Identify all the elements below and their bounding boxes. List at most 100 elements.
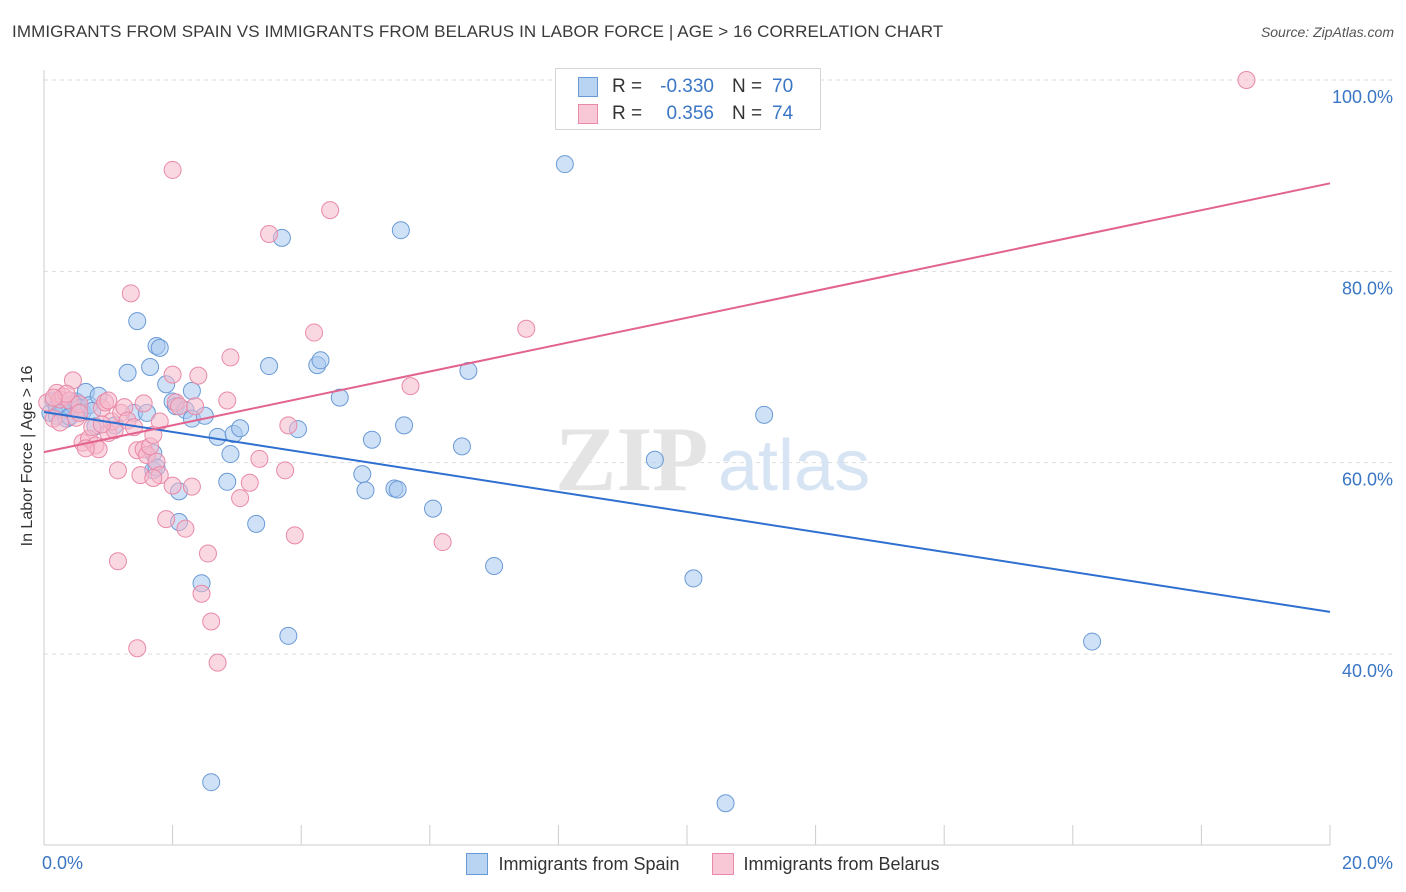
belarus-point [44, 388, 63, 407]
belarus-point [285, 526, 304, 545]
spain-point [218, 472, 237, 491]
belarus-point [198, 544, 217, 563]
spain-point [388, 480, 407, 499]
belarus-point [202, 612, 221, 631]
legend-row-belarus: R = 0.356 N = 74 [578, 101, 793, 127]
belarus-point [279, 416, 298, 435]
belarus-point [305, 323, 324, 342]
belarus-point [163, 160, 182, 179]
belarus-point [176, 519, 195, 538]
belarus-point [401, 377, 420, 396]
n-label: N = [732, 103, 763, 124]
spain-point [279, 626, 298, 645]
belarus-point [144, 468, 163, 487]
x-tick-label-max: 20.0% [1342, 853, 1393, 873]
belarus-point [208, 653, 227, 672]
spain-point [555, 155, 574, 174]
y-axis-label: In Labor Force | Age > 16 [19, 365, 36, 547]
belarus-point [250, 449, 269, 468]
belarus-point [51, 413, 70, 432]
belarus-point [170, 397, 189, 416]
belarus-point [276, 461, 295, 480]
spain-point [128, 312, 147, 331]
watermark-zip: ZIP [555, 408, 708, 510]
watermark-atlas: atlas [718, 426, 870, 506]
r-value: -0.330 [660, 76, 714, 97]
n-value: 70 [772, 76, 794, 97]
spain-point [424, 499, 443, 518]
belarus-point [260, 225, 279, 244]
belarus-point [121, 284, 140, 303]
belarus-point [134, 394, 153, 413]
x-tick-label-min: 0.0% [42, 853, 83, 873]
belarus-point [240, 473, 259, 492]
source-label: Source: ZipAtlas.com [1260, 24, 1394, 40]
spain-point [645, 450, 664, 469]
spain-point [459, 361, 478, 380]
belarus-point [433, 533, 452, 552]
belarus-point [218, 391, 237, 410]
spain-point [221, 445, 240, 464]
belarus-point [221, 348, 240, 367]
spain-point [118, 363, 137, 382]
belarus-point [192, 584, 211, 603]
spain-point [755, 405, 774, 424]
spain-point [391, 221, 410, 240]
belarus-point [1237, 71, 1256, 89]
belarus-point [108, 552, 127, 571]
spain-point [208, 427, 227, 446]
spain-legend-swatch [466, 853, 489, 875]
spain-point [452, 437, 471, 456]
y-tick-label: 40.0% [1342, 661, 1393, 681]
belarus-point [321, 201, 340, 220]
y-tick-label: 60.0% [1342, 470, 1393, 490]
belarus-point [157, 510, 176, 529]
belarus-point [517, 319, 536, 338]
belarus-point [231, 489, 250, 508]
chart-title: IMMIGRANTS FROM SPAIN VS IMMIGRANTS FROM… [12, 22, 944, 41]
belarus-swatch [578, 104, 598, 124]
legend-label-belarus: Immigrants from Belarus [743, 853, 940, 874]
belarus-point [108, 461, 127, 480]
spain-point [356, 481, 375, 500]
spain-swatch [578, 77, 598, 97]
r-label: R = [612, 76, 643, 97]
spain-trend-line [43, 410, 1331, 613]
n-label: N = [732, 76, 763, 97]
belarus-point [163, 476, 182, 495]
spain-point [716, 794, 735, 813]
spain-point [202, 773, 221, 792]
spain-point [141, 358, 160, 376]
belarus-point [182, 477, 201, 496]
belarus-trend-line [43, 182, 1331, 454]
belarus-point [128, 639, 147, 658]
spain-point [362, 430, 381, 449]
axes [43, 70, 1331, 846]
correlation-legend: R = -0.330 N = 70 R = 0.356 N = 74 [555, 68, 821, 130]
y-tick-label: 100.0% [1332, 87, 1393, 107]
belarus-point [92, 415, 111, 434]
legend-label-spain: Immigrants from Spain [498, 853, 680, 874]
spain-point [150, 338, 169, 357]
tick-labels: 40.0% 60.0% 80.0% 100.0% 0.0% 20.0% [42, 87, 1393, 873]
r-label: R = [612, 103, 643, 124]
legend-row-spain: R = -0.330 N = 70 [578, 74, 793, 100]
r-value: 0.356 [666, 103, 714, 124]
spain-point [330, 388, 349, 407]
spain-point [353, 465, 372, 484]
belarus-point [186, 397, 205, 416]
legend-item-spain: Immigrants from Spain [466, 853, 680, 875]
belarus-point [163, 365, 182, 384]
belarus-legend-swatch [711, 853, 734, 875]
spain-point [260, 357, 279, 376]
gridlines [44, 79, 1392, 655]
spain-point [485, 556, 504, 575]
belarus-point [99, 391, 118, 410]
spain-point [395, 416, 414, 435]
y-tick-label: 80.0% [1342, 278, 1393, 298]
spain-point [182, 381, 201, 400]
spain-point [247, 514, 266, 533]
spain-point [311, 351, 330, 370]
watermark: ZIP atlas [555, 408, 870, 510]
